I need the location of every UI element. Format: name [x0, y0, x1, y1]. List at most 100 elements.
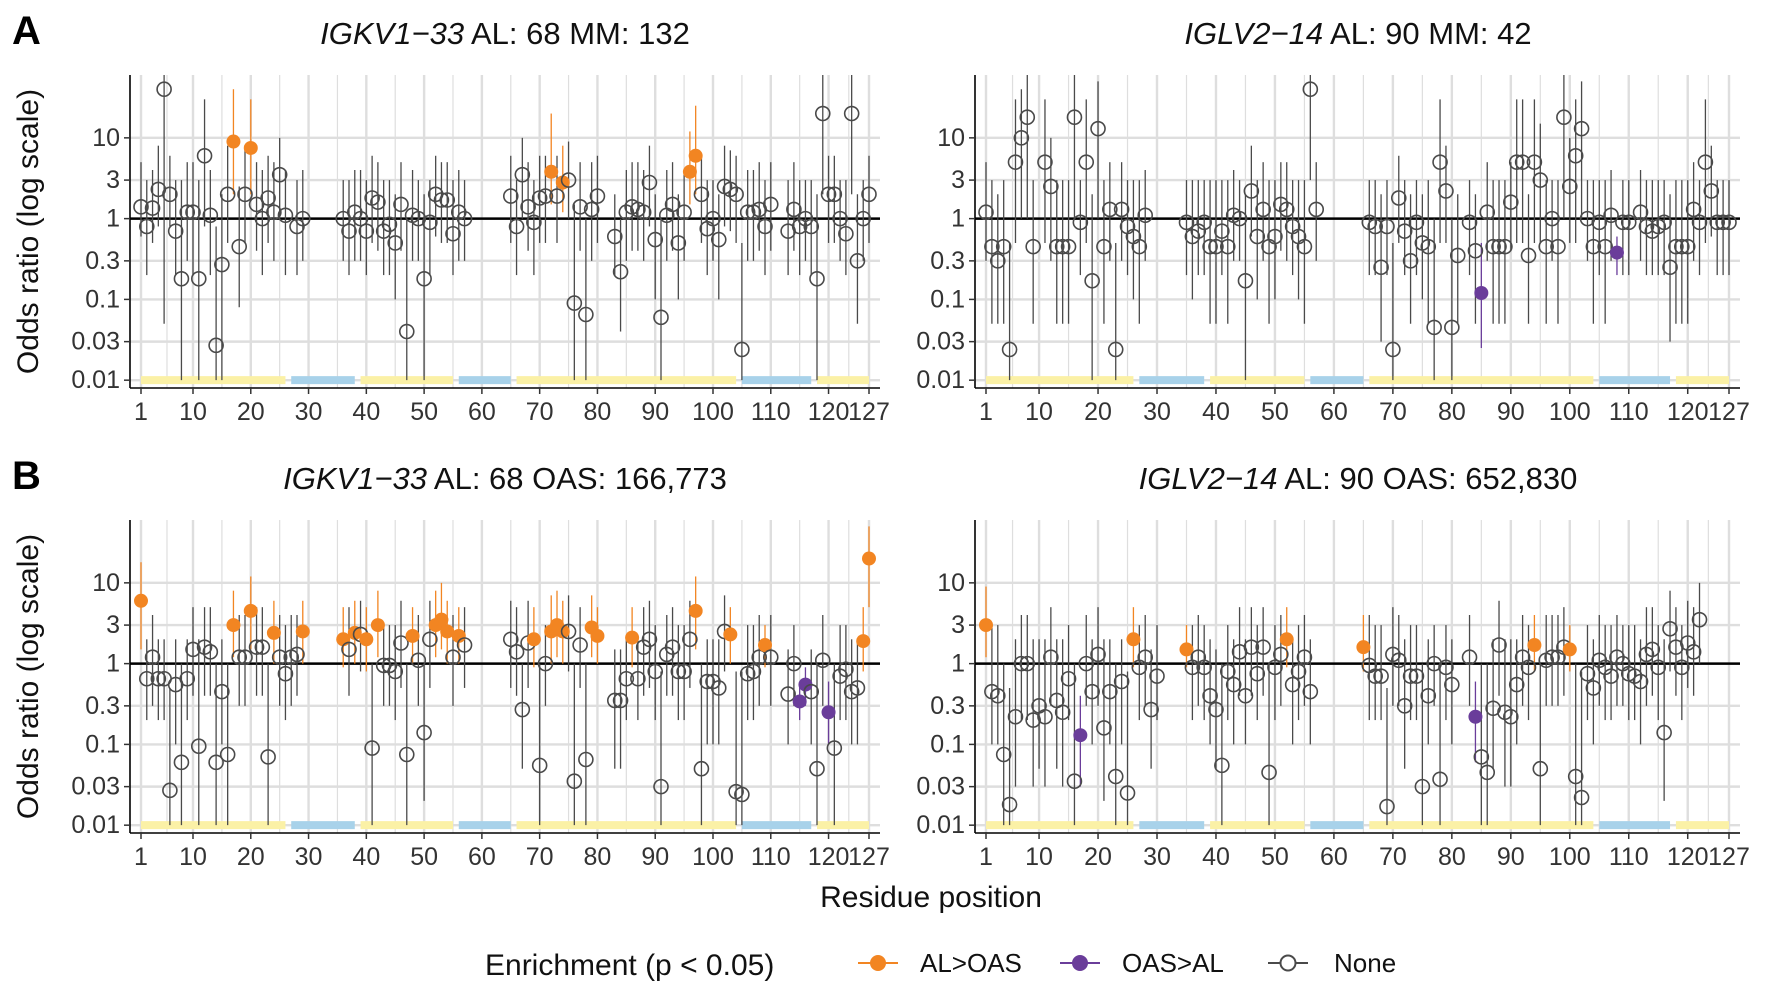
x-tick-label: 20: [1084, 843, 1112, 871]
data-point-none: [1479, 204, 1496, 221]
data-point-al-gt-oas: [688, 603, 703, 618]
x-tick-label: 90: [1497, 843, 1525, 871]
data-point-none: [1662, 259, 1678, 276]
data-point-none: [1715, 214, 1731, 231]
data-point-none: [1290, 663, 1307, 680]
data-point-none: [1090, 646, 1106, 663]
data-point-none: [456, 637, 473, 653]
data-point-none: [1461, 649, 1478, 666]
x-tick-label: 30: [1143, 843, 1171, 871]
data-point-none: [855, 210, 872, 227]
data-point-none: [190, 270, 207, 287]
legend-none-label: None: [1334, 948, 1396, 978]
data-point-none: [1237, 687, 1254, 704]
x-axis-title: Residue position: [820, 881, 1042, 914]
data-point-none: [710, 680, 727, 696]
data-point-none: [208, 337, 224, 354]
data-point-none: [1650, 659, 1667, 676]
data-point-oas-gt-al: [1609, 245, 1624, 260]
data-point-al-gt-oas: [226, 618, 241, 633]
data-point-none: [814, 105, 831, 122]
data-point-none: [214, 683, 230, 700]
data-point-al-gt-oas: [590, 628, 605, 643]
y-tick-label: 1: [106, 205, 120, 233]
x-tick-label: 1: [134, 398, 148, 426]
data-point-none: [1096, 238, 1112, 255]
data-point-none: [647, 663, 664, 680]
data-point-none: [1620, 214, 1637, 231]
data-point-al-gt-oas: [370, 618, 385, 633]
data-point-none: [1184, 228, 1201, 245]
data-point-al-gt-oas: [266, 625, 281, 640]
y-tick-label: 0.3: [930, 247, 965, 275]
data-point-none: [1137, 207, 1154, 224]
data-point-none: [1444, 676, 1460, 693]
data-point-none: [1426, 655, 1442, 672]
data-point-none: [803, 218, 820, 235]
x-tick-label: 110: [1609, 843, 1649, 871]
data-point-none: [237, 649, 253, 666]
data-point-none: [202, 644, 219, 660]
data-point-none: [1438, 183, 1454, 199]
x-tick-label: 120: [1667, 398, 1709, 426]
data-point-none: [995, 238, 1012, 255]
data-point-none: [1308, 201, 1325, 218]
data-point-none: [989, 253, 1006, 269]
x-tick-label: 80: [584, 398, 612, 426]
data-point-none: [786, 655, 802, 672]
panel-title: IGLV2−14 AL: 90 OAS: 652,830: [1139, 461, 1578, 496]
data-point-none: [1550, 238, 1566, 255]
data-point-none: [676, 663, 692, 680]
data-point-none: [849, 680, 866, 696]
data-point-none: [1208, 701, 1224, 718]
data-point-none: [1296, 238, 1313, 255]
data-point-none: [196, 147, 213, 164]
data-point-none: [1691, 611, 1708, 628]
data-point-none: [508, 218, 525, 235]
data-point-none: [606, 228, 623, 245]
data-point-none: [641, 174, 658, 191]
data-point-none: [762, 196, 779, 213]
data-point-none: [1597, 238, 1613, 255]
y-tick-label: 3: [106, 611, 120, 639]
data-point-oas-gt-al: [798, 677, 813, 692]
data-point-none: [693, 186, 710, 203]
data-point-none: [1567, 768, 1584, 785]
data-point-none: [1113, 673, 1130, 690]
data-point-none: [1373, 259, 1389, 276]
x-tick-label: 1: [979, 398, 993, 426]
x-tick-label: 40: [1202, 398, 1230, 426]
y-tick-label: 3: [106, 166, 120, 194]
x-tick-label: 70: [1379, 398, 1407, 426]
data-point-none: [1096, 720, 1112, 736]
data-point-none: [416, 724, 432, 741]
data-point-oas-gt-al: [1474, 286, 1489, 301]
y-tick-label: 0.03: [71, 328, 120, 356]
data-point-none: [219, 186, 236, 203]
data-point-none: [1278, 201, 1295, 218]
data-point-none: [260, 190, 276, 206]
x-tick-label: 80: [1438, 398, 1466, 426]
data-point-none: [832, 210, 848, 227]
panel-title-counts: AL: 90 OAS: 652,830: [1277, 461, 1577, 496]
panel-title-gene: IGLV2−14: [1139, 461, 1278, 496]
data-point-none: [358, 223, 375, 239]
y-tick-label: 0.1: [930, 285, 965, 313]
data-point-none: [1043, 649, 1059, 666]
x-tick-label: 90: [641, 398, 669, 426]
data-point-none: [1390, 652, 1407, 669]
data-point-none: [1107, 341, 1124, 358]
data-point-none: [1656, 724, 1672, 741]
data-point-none: [1467, 242, 1484, 259]
data-point-none: [1367, 218, 1383, 235]
y-tick-label: 0.03: [916, 328, 965, 356]
data-point-none: [826, 186, 843, 203]
panel-title-counts: AL: 68 OAS: 166,773: [427, 461, 727, 496]
x-tick-label: 70: [1379, 843, 1407, 871]
data-point-none: [670, 663, 687, 680]
data-point-none: [1461, 214, 1478, 231]
data-point-none: [277, 665, 294, 682]
data-point-al-gt-oas: [451, 628, 466, 643]
data-point-none: [566, 773, 583, 790]
